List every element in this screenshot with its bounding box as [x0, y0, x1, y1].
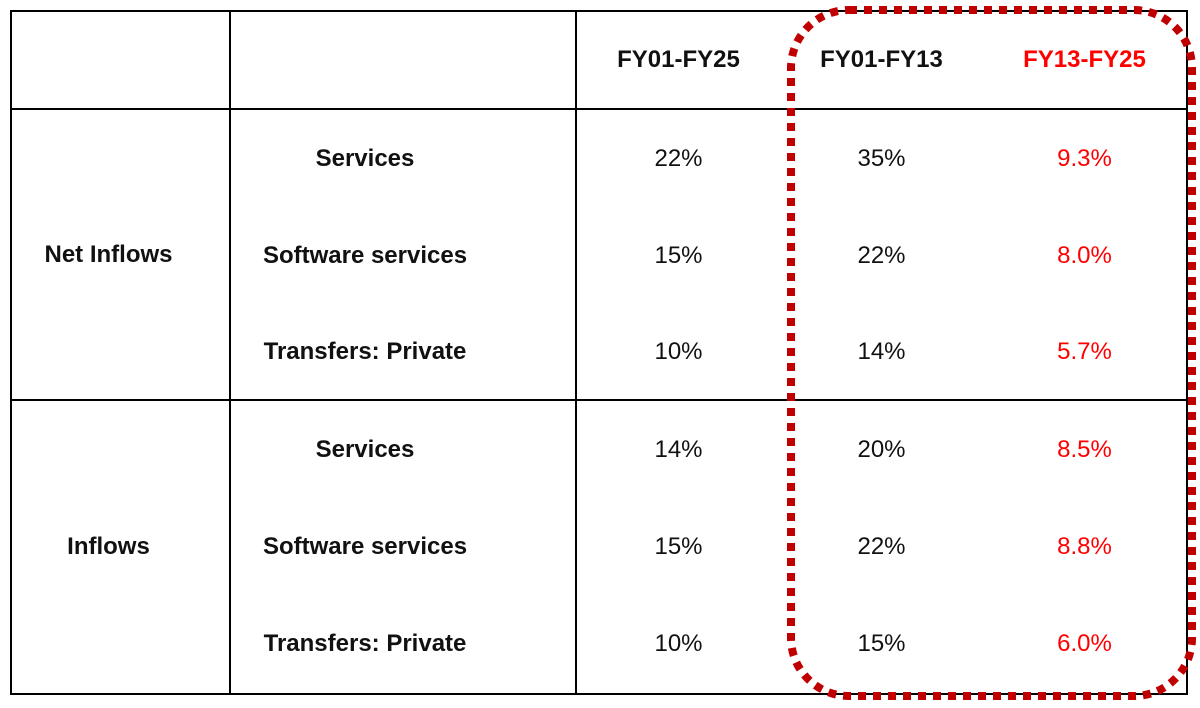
data-table: FY01-FY25 FY01-FY13 FY13-FY25 Net Inflow… [10, 10, 1188, 695]
group-label-net-inflows: Net Inflows [12, 110, 231, 401]
value-net-services-fy0125: 22% [654, 144, 703, 172]
header-cell-empty-group [12, 12, 231, 110]
value-net-services-fy0113: 35% [857, 144, 906, 172]
value-net-services-fy1325: 9.3% [1057, 144, 1112, 172]
category-net-services: Services [231, 110, 577, 207]
value-inflows-transfers-fy0113: 15% [857, 630, 906, 658]
value-inflows-transfers-fy1325: 6.0% [1057, 630, 1112, 658]
header-cell-empty-category [231, 12, 577, 110]
value-net-software-fy0113: 22% [857, 241, 906, 269]
value-inflows-software-fy0113: 22% [857, 532, 906, 560]
value-inflows-transfers-fy0125: 10% [654, 630, 703, 658]
value-net-software-fy1325: 8.0% [1057, 241, 1112, 269]
category-net-transfers-private: Transfers: Private [231, 304, 577, 401]
value-inflows-services-fy1325: 8.5% [1057, 435, 1112, 463]
value-net-transfers-fy0125: 10% [577, 304, 780, 401]
category-net-software-services: Software services [231, 207, 577, 304]
value-inflows-services-fy0113: 20% [857, 435, 906, 463]
value-inflows-services-fy0125: 14% [654, 435, 703, 463]
value-net-transfers-fy0113: 14% [780, 304, 983, 401]
header-cell-fy01-fy13: FY01-FY13 [780, 12, 983, 110]
value-net-transfers-fy1325: 5.7% [983, 304, 1186, 401]
value-inflows-software-fy1325: 8.8% [1057, 532, 1112, 560]
category-inflows-services: Services [231, 401, 577, 498]
value-net-software-fy0125: 15% [654, 241, 703, 269]
category-inflows-transfers-private: Transfers: Private [231, 595, 577, 693]
category-inflows-software-services: Software services [231, 498, 577, 595]
header-cell-fy13-fy25: FY13-FY25 [983, 12, 1186, 110]
header-cell-fy01-fy25: FY01-FY25 [577, 12, 780, 110]
value-inflows-software-fy0125: 15% [654, 532, 703, 560]
group-label-inflows: Inflows [12, 401, 231, 693]
